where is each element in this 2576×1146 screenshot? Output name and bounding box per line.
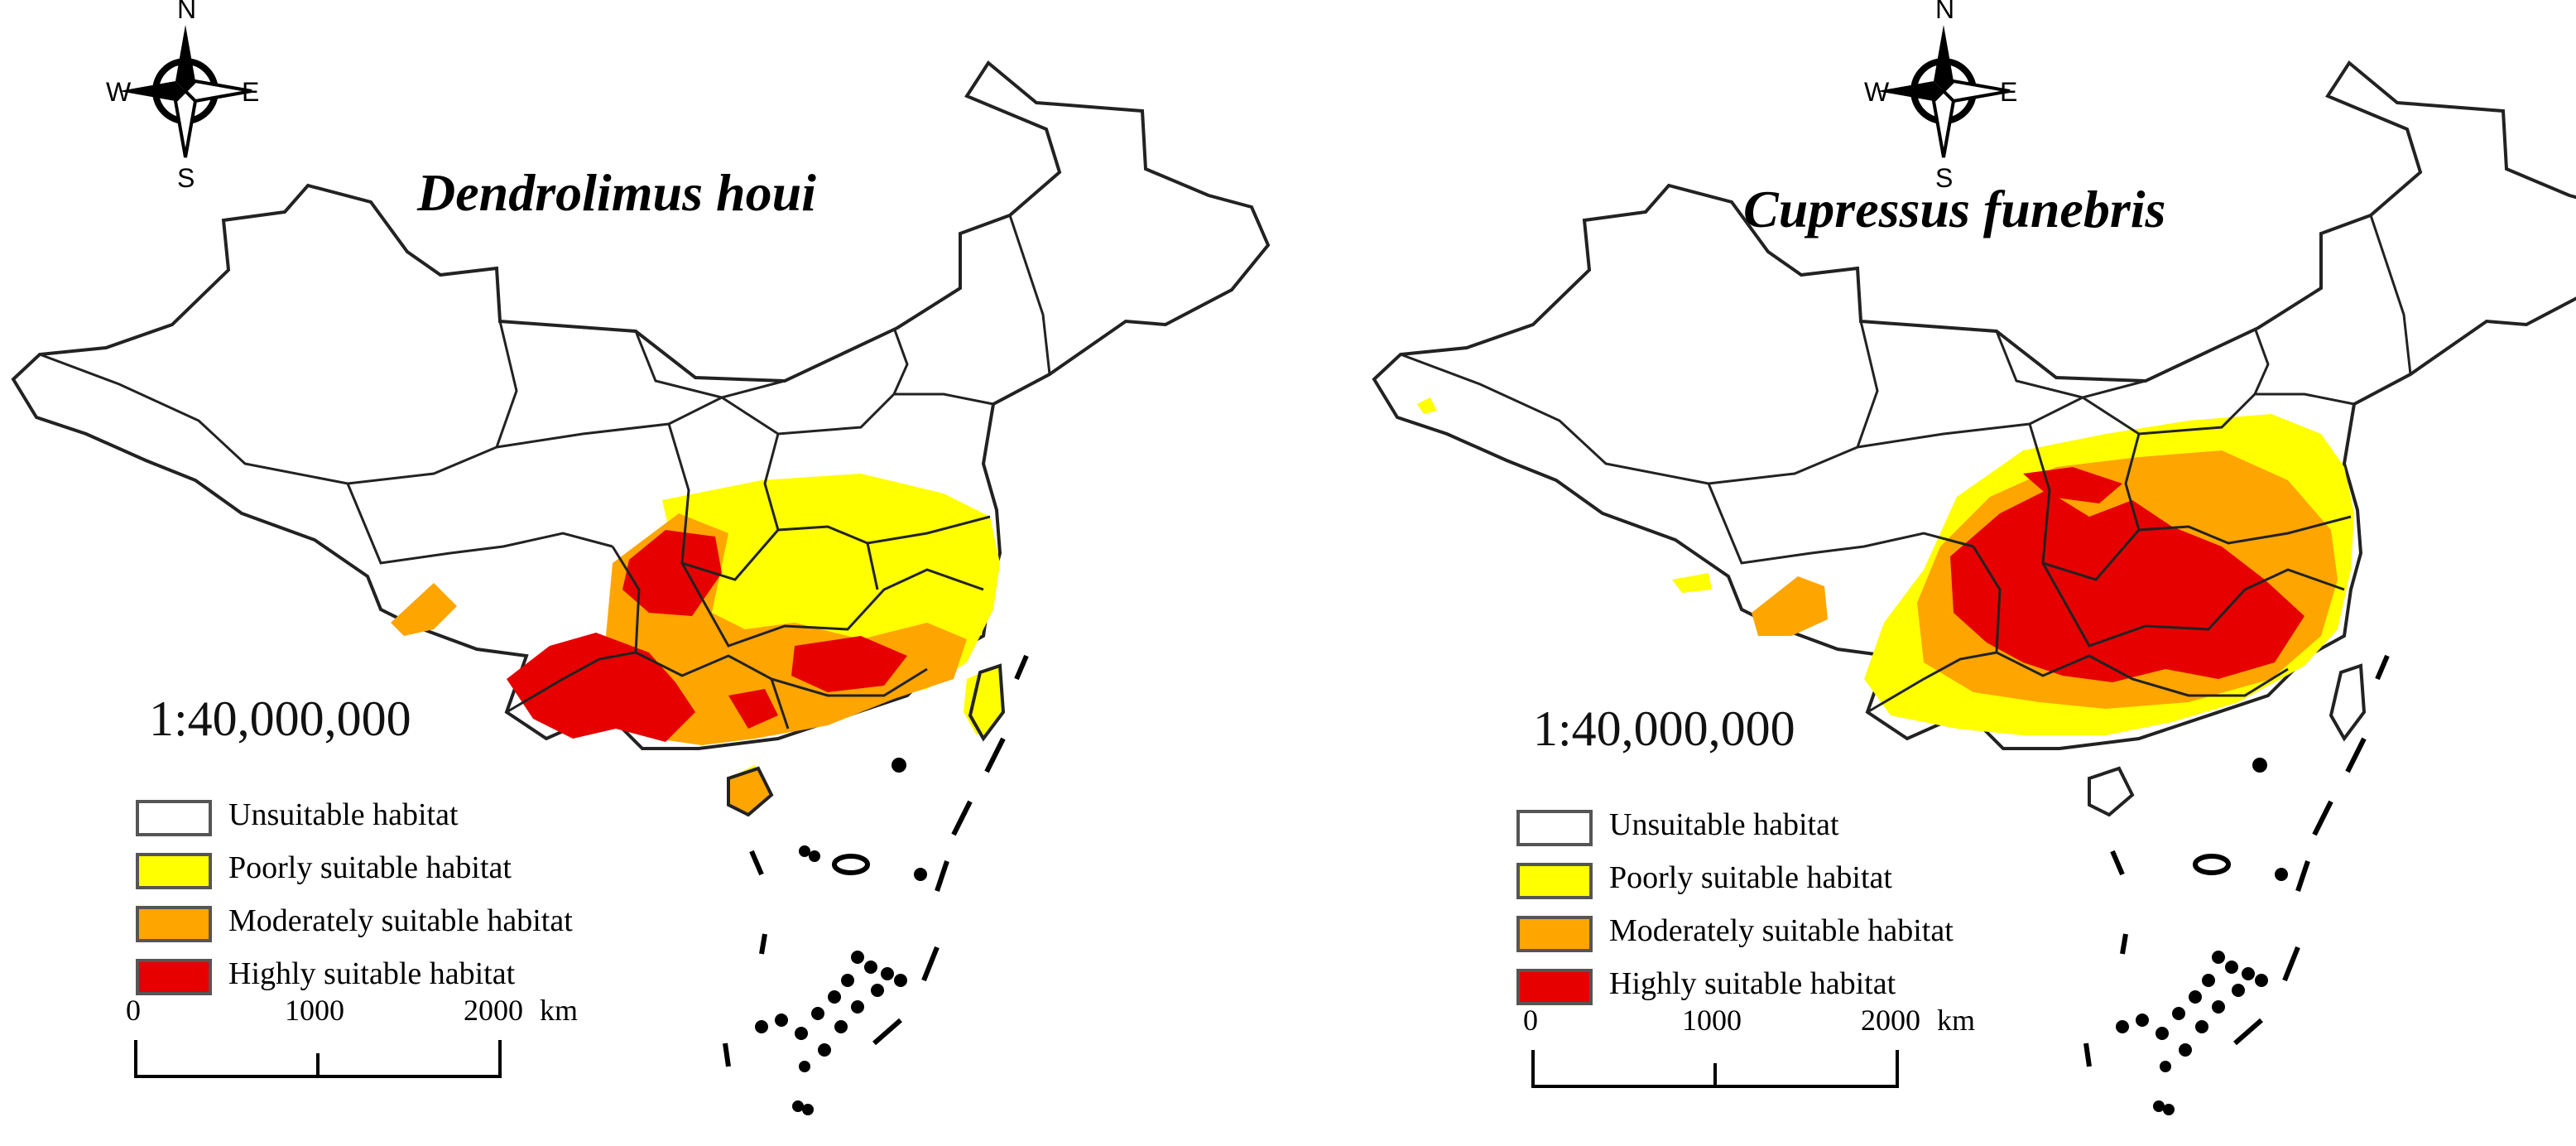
taiwan-island [968,663,1006,742]
compass-e: E [2000,77,2017,107]
hainan-island [727,766,774,817]
legend-label: Highly suitable habitat [1609,967,1896,1002]
scale-unit: km [1937,1004,1976,1037]
taiwan-island [2328,663,2367,742]
legend-label: Moderately suitable habitat [228,904,573,939]
compass-w: W [1864,77,1890,107]
compass-s: S [177,163,195,193]
map-title: Cupressus funebris [1743,179,2166,238]
legend-swatch [136,906,212,942]
map-panel-dendrolimus-houi: N S E W [11,0,1271,1115]
map-panel-cupressus-funebris: N S E W [1288,0,2576,1146]
scale-bar: 0 1000 2000 km [126,994,622,1093]
compass-n: N [1935,0,1954,24]
scale-bar-line [1531,1050,1899,1088]
legend-label: Highly suitable habitat [228,957,516,992]
scale-tick-1000: 1000 [1682,1004,1742,1037]
map-canvas: N S E W [1372,0,2576,1115]
map-title: Dendrolimus houi [417,162,816,222]
legend-label: Poorly suitable habitat [228,851,512,886]
legend-swatch [1516,863,1593,899]
legend-swatch [1516,810,1593,846]
legend-swatch [136,853,212,889]
province-borders [1400,214,2412,714]
legend-label: Unsuitable habitat [1609,808,1839,843]
scale-ratio: 1:40,000,000 [149,692,411,747]
scale-bar: 0 1000 2000 km [1523,1004,2020,1103]
legend-swatch [1516,916,1593,952]
compass-n: N [177,0,196,24]
north-arrow-icon: N S E W [1864,0,2017,193]
legend-label: Unsuitable habitat [228,798,459,833]
scale-ratio: 1:40,000,000 [1533,702,1795,757]
scale-tick-1000: 1000 [285,994,344,1027]
habitat-highly-suitable [1950,467,2304,682]
legend-label: Poorly suitable habitat [1609,861,1892,896]
scale-bar-line [134,1040,502,1078]
legend-label: Moderately suitable habitat [1609,914,1954,949]
south-china-sea-islands [2083,654,2390,1115]
hainan-island [2088,766,2135,817]
map-canvas: N S E W [11,0,1271,1115]
compass-s: S [1935,163,1953,193]
south-china-sea-islands [723,654,1029,1115]
compass-w: W [106,77,132,107]
province-borders [39,214,1051,729]
legend-swatch [136,959,212,995]
legend-swatch [1516,969,1593,1005]
scale-tick-0: 0 [1523,1004,1538,1037]
scale-tick-0: 0 [126,994,141,1027]
scale-tick-2000: 2000 [464,994,523,1027]
legend-swatch [136,800,212,836]
north-arrow-icon: N S E W [106,0,259,193]
scale-unit: km [540,994,579,1027]
scale-tick-2000: 2000 [1861,1004,1920,1037]
compass-e: E [242,77,259,107]
